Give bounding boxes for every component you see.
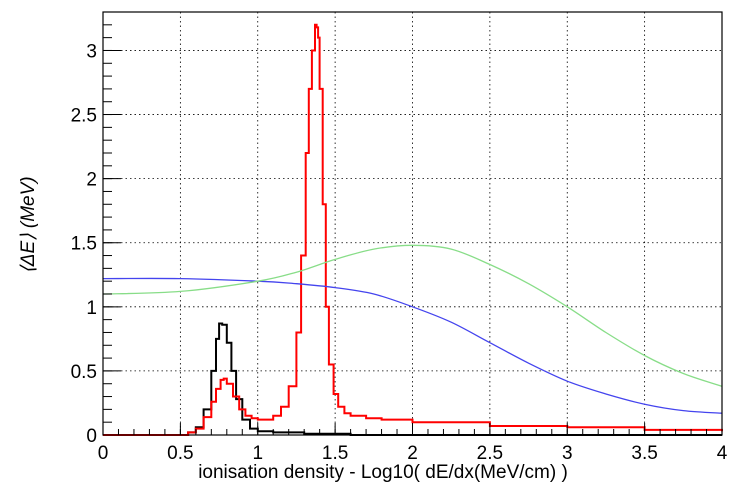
series-layer — [102, 23, 723, 436]
ticks: 0 0.5 1 1.5 2 2.5 3 3.5 4 0 0.5 1 1.5 2 2.5 3 — [71, 11, 728, 464]
y-tick-label: 0.5 — [71, 362, 97, 383]
x-axis-title: ionisation density - Log10( dE/dx(MeV/cm… — [198, 462, 568, 483]
x-tick-label: 0 — [98, 443, 109, 464]
series-line-1 — [103, 23, 723, 436]
x-tick-label: 4 — [717, 443, 728, 464]
series-line-2 — [102, 277, 723, 414]
x-tick-label: 2 — [407, 443, 418, 464]
x-tick-label: 0.5 — [167, 443, 193, 464]
y-tick-label: 2.5 — [71, 106, 97, 127]
series-line-0 — [103, 322, 722, 436]
x-tick-label: 1 — [252, 443, 263, 464]
y-tick-label: 2 — [86, 170, 97, 191]
x-tick-label: 2.5 — [477, 443, 503, 464]
x-tick-label: 1.5 — [322, 443, 348, 464]
x-tick-label: 3.5 — [631, 443, 657, 464]
y-tick-label: 3 — [86, 41, 97, 62]
y-tick-label: 1.5 — [71, 234, 97, 255]
series-line-3 — [102, 244, 723, 387]
y-tick-label: 0 — [86, 426, 97, 447]
y-tick-label: 1 — [86, 298, 97, 319]
grid — [103, 12, 722, 435]
y-axis-title: ⟨ΔE⟩ (MeV) — [18, 176, 39, 273]
x-tick-label: 3 — [562, 443, 573, 464]
